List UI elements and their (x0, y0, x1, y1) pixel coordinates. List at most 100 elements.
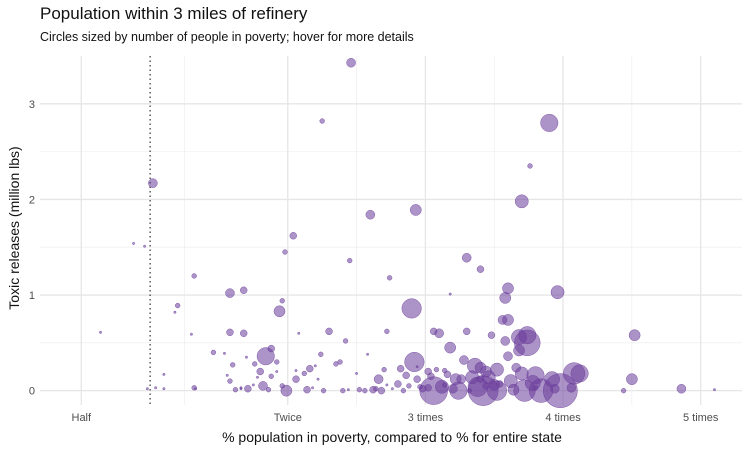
data-point (145, 387, 149, 391)
data-point (566, 383, 577, 393)
data-point (524, 375, 541, 391)
data-point (222, 351, 226, 355)
data-point (396, 364, 405, 373)
data-point (230, 362, 236, 368)
data-point (258, 381, 268, 391)
data-point (400, 388, 407, 394)
data-point (225, 373, 229, 377)
data-point (620, 388, 627, 394)
data-point (496, 380, 504, 388)
x-axis-title: % population in poverty, compared to % f… (222, 429, 562, 445)
data-point (444, 341, 456, 354)
data-point (513, 344, 525, 357)
data-point (294, 369, 298, 373)
data-point (297, 331, 301, 335)
data-point (313, 364, 317, 368)
data-point (292, 375, 300, 383)
data-point (154, 386, 158, 390)
data-point (174, 302, 181, 309)
data-point (461, 253, 472, 263)
data-point (429, 327, 438, 336)
data-point (456, 374, 466, 384)
data-point (162, 372, 166, 376)
data-point (448, 383, 458, 394)
data-point (189, 332, 193, 336)
data-point (289, 232, 297, 240)
data-point (99, 330, 103, 334)
data-point (540, 113, 559, 132)
data-point (476, 375, 485, 383)
data-point (503, 351, 513, 361)
data-point (252, 361, 258, 367)
data-point (713, 388, 716, 392)
data-point (465, 370, 480, 385)
x-tick-label: 3 times (408, 412, 444, 424)
data-point (527, 163, 533, 169)
data-point (406, 383, 412, 389)
y-axis-ticks: 0 1 2 3 (29, 99, 35, 398)
data-point (502, 282, 514, 295)
data-point (424, 384, 432, 392)
data-point (268, 373, 274, 379)
data-point (340, 388, 346, 394)
data-point (394, 380, 402, 388)
data-point (532, 385, 539, 391)
data-point (274, 359, 280, 365)
x-tick-label: Half (72, 412, 93, 424)
data-point (346, 388, 350, 392)
data-point (256, 367, 264, 376)
data-point (347, 257, 353, 264)
data-point (251, 383, 255, 387)
data-point (320, 388, 327, 394)
data-point (487, 331, 496, 339)
data-point (676, 383, 687, 394)
data-point (225, 288, 235, 298)
data-point (301, 370, 307, 377)
data-point (390, 387, 394, 391)
y-tick-label: 0 (29, 386, 35, 398)
data-point (311, 386, 314, 390)
data-point (279, 298, 285, 304)
data-point (442, 382, 448, 388)
data-point (511, 329, 527, 346)
data-point (550, 285, 565, 300)
data-point (413, 375, 421, 383)
data-point (476, 265, 485, 273)
data-point (544, 371, 560, 388)
data-point (401, 298, 422, 319)
data-point (417, 384, 423, 390)
y-tick-label: 3 (29, 99, 35, 111)
x-tick-label: 4 times (545, 412, 581, 424)
data-point (482, 382, 490, 390)
data-point (402, 371, 410, 380)
data-point (318, 351, 324, 357)
data-point (316, 377, 320, 381)
data-point (244, 385, 252, 393)
data-point (373, 386, 379, 392)
data-point (507, 383, 520, 396)
data-point (435, 379, 449, 394)
y-tick-label: 1 (29, 290, 35, 302)
data-point (404, 351, 425, 372)
data-point (466, 388, 473, 394)
data-point (210, 349, 217, 356)
data-point (626, 373, 638, 385)
data-point (373, 374, 384, 384)
data-point (337, 359, 343, 365)
data-point (342, 338, 349, 344)
data-point (275, 370, 279, 373)
data-point (365, 209, 376, 220)
data-point (362, 388, 368, 394)
data-point (366, 352, 370, 356)
data-point (148, 178, 158, 188)
chart-title: Population within 3 miles of refinery (40, 4, 308, 23)
data-point (459, 355, 469, 365)
data-point (256, 375, 259, 379)
data-point (227, 378, 233, 384)
data-point (306, 364, 314, 373)
data-point (173, 310, 177, 314)
data-point (415, 365, 419, 369)
data-point (132, 241, 136, 245)
y-axis-title: Toxic releases (million lbs) (6, 146, 22, 309)
